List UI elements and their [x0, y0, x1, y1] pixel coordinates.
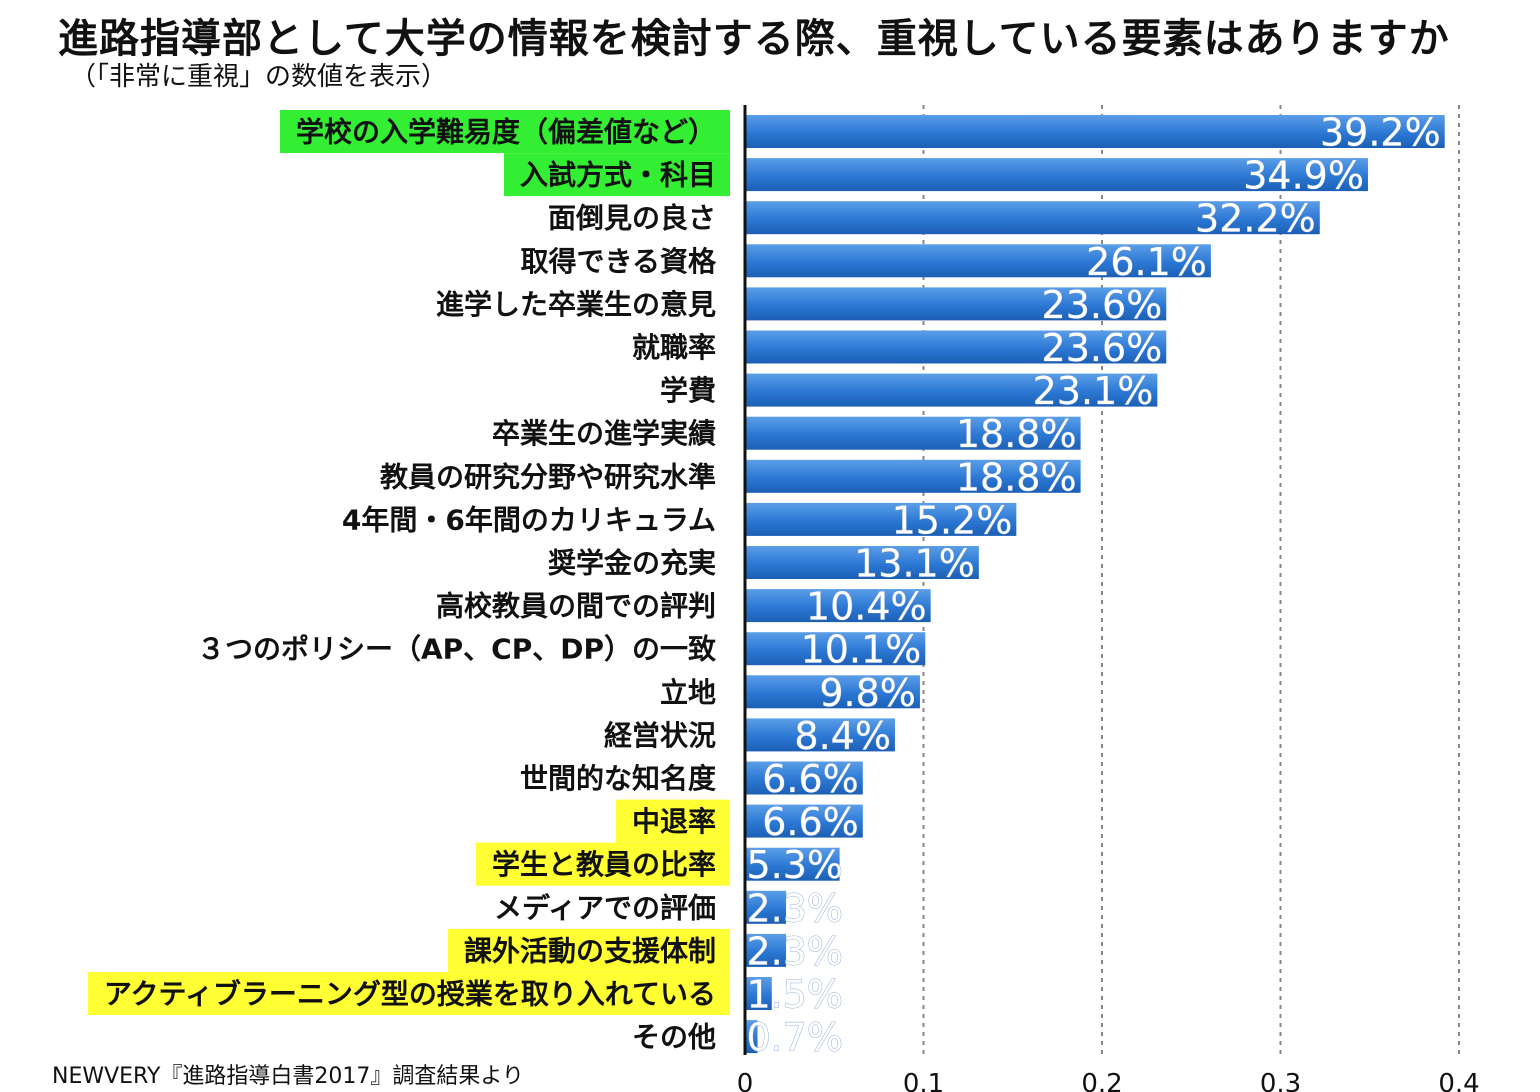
bar	[745, 589, 931, 623]
bar	[745, 201, 1320, 235]
x-tick-label: 0	[737, 1069, 754, 1092]
bar	[745, 632, 926, 666]
category-label: 立地	[660, 676, 716, 709]
value-label: 34.9%	[1243, 154, 1364, 198]
value-label: 15.2%	[892, 498, 1013, 542]
bar	[745, 158, 1368, 192]
category-label: 課外活動の支援体制	[464, 934, 716, 967]
label-highlight-green	[279, 110, 730, 153]
value-label: 1.5%	[746, 973, 843, 1017]
bar	[745, 244, 1211, 278]
label-highlight-yellow	[87, 972, 730, 1015]
bar	[745, 287, 1167, 321]
chart-subtitle: （「非常に重視」の数値を表示）	[70, 62, 448, 92]
value-label: 6.6%	[762, 757, 859, 801]
value-label: 0.7%	[746, 1016, 843, 1060]
value-label: 26.1%	[1086, 240, 1207, 284]
label-highlight-yellow	[475, 842, 730, 886]
label-highlight-yellow	[447, 928, 730, 972]
bar	[745, 675, 920, 709]
bar	[745, 847, 840, 881]
value-label: 10.1%	[801, 628, 922, 672]
bar	[745, 804, 863, 838]
value-label: 9.8%	[819, 671, 916, 715]
bar	[745, 330, 1167, 364]
label-highlight-yellow	[615, 799, 730, 843]
value-label: 23.6%	[1042, 326, 1163, 370]
value-label: 5.3%	[746, 843, 843, 887]
chart-title: 進路指導部として大学の情報を検討する際、重視している要素はありますか	[58, 16, 1450, 62]
bar	[745, 459, 1081, 493]
bar	[745, 546, 979, 579]
value-label: 2.3%	[746, 886, 843, 930]
value-label: 18.8%	[956, 412, 1077, 456]
bar	[745, 933, 787, 967]
value-label: 13.1%	[854, 542, 975, 586]
category-label: 学生と教員の比率	[492, 848, 716, 881]
category-label: 高校教員の間での評判	[436, 590, 716, 623]
category-label: 進学した卒業生の意見	[436, 288, 716, 321]
bar	[745, 416, 1081, 450]
value-label: 32.2%	[1195, 197, 1316, 241]
x-tick-label: 0.4	[1438, 1069, 1479, 1092]
category-label: 経営状況	[604, 719, 716, 752]
bar	[745, 761, 863, 795]
category-label: 4年間・6年間のカリキュラム	[342, 503, 716, 536]
bar	[745, 718, 895, 752]
x-tick-label: 0.3	[1260, 1069, 1301, 1092]
bars	[745, 115, 1445, 1054]
value-label: 23.1%	[1033, 369, 1154, 413]
category-label: 教員の研究分野や研究水準	[380, 460, 716, 493]
category-label: 奨学金の充実	[548, 547, 716, 580]
value-label: 18.8%	[956, 455, 1077, 499]
value-label: 2.3%	[746, 929, 843, 973]
category-label: 中退率	[632, 805, 716, 838]
category-label: アクティブラーニング型の授業を取り入れている	[104, 978, 716, 1011]
bar	[745, 115, 1445, 148]
category-label: 取得できる資格	[521, 245, 717, 278]
x-tick-label: 0.2	[1081, 1069, 1122, 1092]
value-label: 10.4%	[806, 585, 927, 629]
category-label: 世間的な知名度	[520, 762, 716, 795]
category-label: ３つのポリシー（AP、CP、DP）の一致	[197, 633, 717, 666]
category-label: 学費	[660, 374, 716, 407]
category-label: 就職率	[632, 331, 716, 364]
category-labels: 学校の入学難易度（偏差値など） 入試方式・科目面倒見の良さ取得できる資格進学した卒…	[104, 116, 717, 1054]
bar	[745, 890, 787, 924]
category-label: 学校の入学難易度（偏差値など）	[296, 116, 716, 149]
value-label: 39.2%	[1320, 111, 1441, 155]
category-label: 卒業生の進学実績	[492, 417, 716, 450]
label-highlights	[87, 110, 730, 1015]
category-label: メディアでの評価	[494, 891, 716, 924]
value-label: 6.6%	[762, 800, 859, 844]
bar	[745, 373, 1158, 407]
bar	[745, 977, 772, 1010]
x-tick-label: 0.1	[903, 1069, 944, 1092]
category-label: 面倒見の良さ	[548, 202, 716, 235]
x-tick-labels: 0 0.1 0.2 0.3 0.4	[737, 1069, 1480, 1092]
label-highlight-green	[503, 153, 730, 197]
value-labels: 39.2%34.9%32.2%26.1%23.6%23.6%23.1%18.8%…	[746, 110, 1441, 1060]
bar	[745, 1020, 758, 1054]
bar	[745, 502, 1017, 536]
value-label: 23.6%	[1042, 283, 1163, 327]
source-note: NEWVERY『進路指導白書2017』調査結果より	[52, 1064, 524, 1089]
category-label: その他	[632, 1021, 716, 1054]
category-label: 入試方式・科目	[520, 159, 716, 192]
value-label: 8.4%	[794, 714, 891, 758]
